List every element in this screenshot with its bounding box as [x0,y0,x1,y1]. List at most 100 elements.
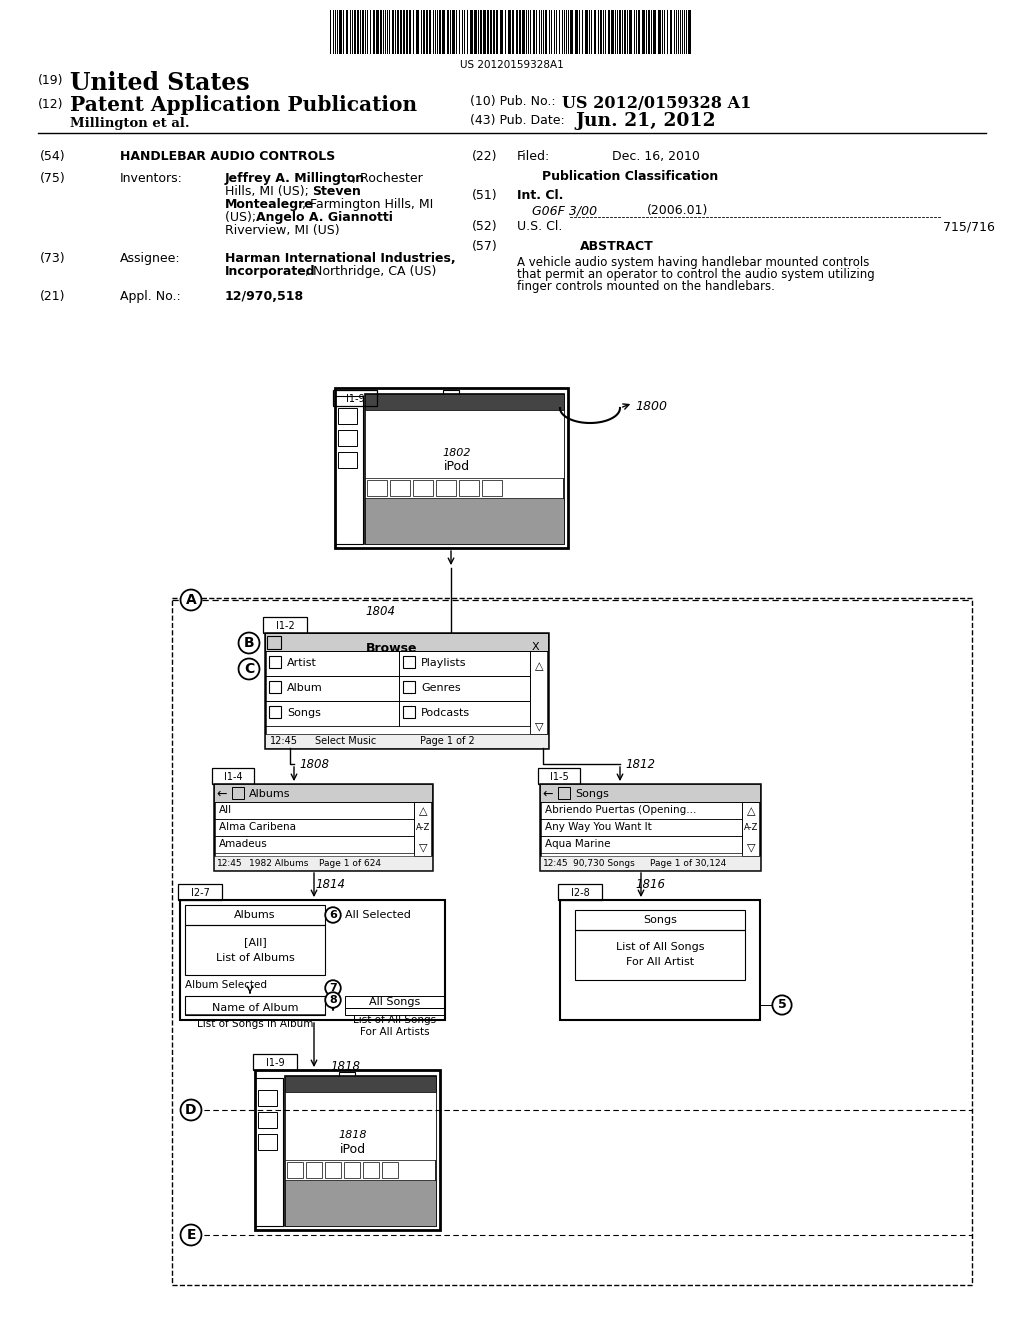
Bar [403,11,406,54]
Text: ←: ← [217,788,227,800]
Bar [519,11,521,54]
Text: , Northridge, CA (US): , Northridge, CA (US) [305,265,436,279]
Bar [380,11,382,54]
Bar [508,11,511,54]
Bar [397,11,399,54]
Text: B: B [244,636,254,649]
Bar [540,836,742,853]
Text: I2-7: I2-7 [190,888,210,898]
Bar [648,11,650,54]
Text: Amadeus: Amadeus [219,840,267,849]
Bar [285,1076,436,1226]
Text: , Farmington Hills, MI: , Farmington Hills, MI [302,198,433,211]
Bar [258,1111,278,1129]
Text: Select Music: Select Music [315,737,376,746]
Text: 1818: 1818 [330,1060,360,1073]
Text: Publication Classification: Publication Classification [542,170,718,183]
Text: List of All Songs: List of All Songs [615,942,705,952]
Bar [638,11,640,54]
Bar [653,11,656,54]
Text: (US);: (US); [225,211,260,224]
Text: Browse: Browse [366,642,417,655]
Text: A-Z: A-Z [416,822,430,832]
Text: Albums: Albums [249,789,291,799]
Text: 1812: 1812 [625,758,655,771]
Bar [400,11,402,54]
Text: (21): (21) [40,290,66,304]
Bar [608,11,610,54]
Bar [345,1008,445,1015]
Text: For All Artists: For All Artists [360,1027,430,1038]
Text: △: △ [535,661,544,671]
Text: I1-4: I1-4 [223,772,243,781]
Text: Page 1 of 2: Page 1 of 2 [420,737,475,746]
Bar [325,1162,341,1177]
Bar [399,701,530,726]
Bar [185,997,325,1015]
Text: US 2012/0159328 A1: US 2012/0159328 A1 [562,95,752,112]
Bar [287,1162,303,1177]
Bar [367,480,387,496]
Text: Incorporated: Incorporated [225,265,315,279]
Bar [335,396,362,544]
Text: 12:45: 12:45 [217,858,243,867]
Text: Dec. 16, 2010: Dec. 16, 2010 [612,150,699,162]
Bar [560,900,760,1020]
Bar [269,681,281,693]
Text: (19): (19) [38,74,63,87]
Text: , Rochester: , Rochester [352,172,423,185]
Bar [575,931,745,979]
Bar [658,11,662,54]
Text: A-Z: A-Z [743,822,758,832]
Bar [416,11,419,54]
Text: I1-2: I1-2 [275,620,294,631]
Bar [335,388,568,548]
Text: △: △ [746,807,756,816]
Text: For All Artist: For All Artist [626,957,694,968]
Bar [212,768,254,784]
Text: Filed:: Filed: [517,150,550,162]
Text: Album Selected: Album Selected [185,979,267,990]
Bar [263,616,307,634]
Text: Millington et al.: Millington et al. [70,117,189,129]
Bar [534,11,535,54]
Text: Steven: Steven [312,185,360,198]
Bar [265,734,548,748]
Bar [452,11,455,54]
Bar [512,11,514,54]
Text: Playlists: Playlists [421,657,467,668]
Bar [265,701,399,726]
Text: Songs: Songs [643,915,677,925]
Text: 1804: 1804 [365,605,395,618]
Bar [285,1076,436,1092]
Bar [447,11,449,54]
Text: 5: 5 [777,998,786,1011]
Bar [459,480,479,496]
Bar [232,787,244,799]
Bar [429,11,431,54]
Bar [570,11,573,54]
Text: (57): (57) [472,240,498,253]
Text: 1818: 1818 [338,1130,367,1140]
Bar [362,1162,379,1177]
Text: ▽: ▽ [419,842,427,851]
Text: 1800: 1800 [635,400,667,413]
Text: Jun. 21, 2012: Jun. 21, 2012 [575,112,716,129]
Bar [642,11,645,54]
Bar [392,11,394,54]
Text: D: D [185,1104,197,1117]
Bar [338,408,357,424]
Text: (43) Pub. Date:: (43) Pub. Date: [470,114,565,127]
Bar [265,634,548,651]
Text: Genres: Genres [421,682,461,693]
Text: Appl. No.:: Appl. No.: [120,290,181,304]
Bar [442,11,445,54]
Text: Name of Album: Name of Album [212,1003,298,1012]
Bar [345,997,445,1008]
Text: Inventors:: Inventors: [120,172,183,185]
Bar [540,784,760,870]
Text: Page 1 of 624: Page 1 of 624 [319,858,381,867]
Bar [346,11,348,54]
Bar [365,411,564,478]
Bar [267,636,281,649]
